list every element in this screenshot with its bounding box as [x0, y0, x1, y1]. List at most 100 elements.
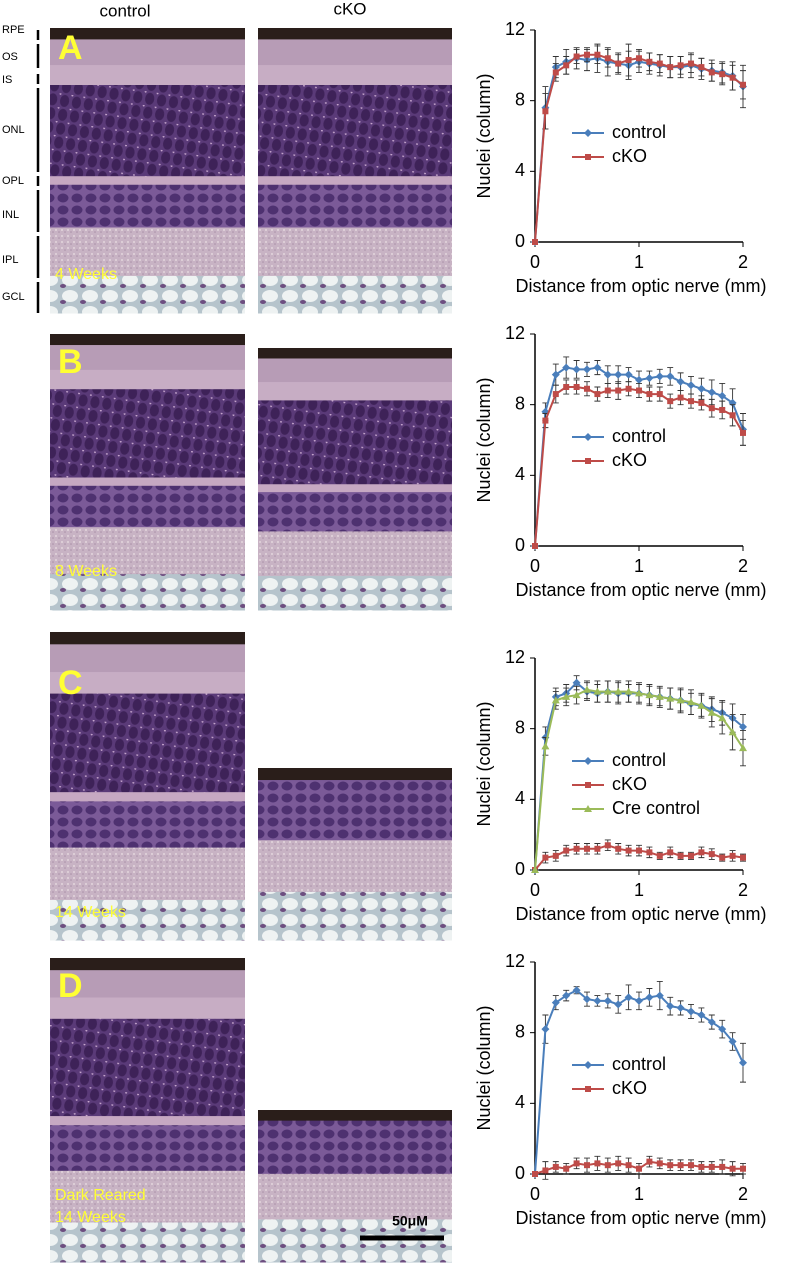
tissue-layer: [50, 1018, 245, 1117]
data-point: [688, 852, 694, 859]
data-point: [739, 1058, 747, 1067]
panel-letter: A: [58, 29, 83, 67]
x-tick-label: 2: [738, 1184, 748, 1204]
tissue-layer: [258, 484, 452, 493]
tissue-layer: [258, 492, 452, 532]
data-point: [697, 701, 706, 709]
data-point: [572, 678, 581, 687]
data-point: [614, 1000, 623, 1009]
y-axis-label: Nuclei (column): [474, 701, 494, 826]
data-point: [593, 996, 602, 1005]
layer-label: GCL: [2, 291, 25, 303]
y-tick-label: 12: [505, 951, 525, 971]
data-point: [635, 689, 643, 697]
data-point: [625, 847, 632, 854]
data-point: [562, 363, 571, 372]
legend-marker: [585, 782, 591, 788]
data-point: [698, 64, 705, 71]
data-point: [740, 81, 746, 88]
data-point: [614, 370, 623, 379]
column-label: control: [99, 1, 150, 20]
tissue-layer: [258, 1120, 452, 1175]
y-tick-label: 12: [505, 19, 525, 39]
data-point: [676, 1003, 685, 1012]
data-point: [625, 1162, 632, 1169]
data-point: [625, 385, 632, 392]
data-point: [646, 58, 653, 65]
data-point: [615, 845, 622, 852]
y-axis-label: Nuclei (column): [474, 377, 494, 502]
age-label: 14 Weeks: [55, 1209, 126, 1226]
data-point: [542, 854, 549, 861]
data-point: [698, 1163, 705, 1170]
tissue-layer: [50, 527, 245, 575]
y-tick-label: 0: [515, 1163, 525, 1183]
tissue-layer: [258, 348, 452, 359]
data-point: [614, 687, 623, 695]
y-tick-label: 0: [515, 859, 525, 879]
tissue-layer: [258, 768, 452, 781]
histology-images: [50, 28, 452, 1263]
data-point: [573, 384, 580, 390]
data-point: [667, 64, 674, 71]
tissue-layer: [50, 485, 245, 528]
x-tick-label: 0: [530, 556, 540, 576]
data-point: [573, 1160, 580, 1167]
legend-label: cKO: [612, 774, 647, 794]
legend-label: control: [612, 122, 666, 142]
y-tick-label: 4: [515, 788, 525, 808]
x-tick-label: 1: [634, 880, 644, 900]
tissue-layer: [258, 382, 452, 401]
y-tick-label: 12: [505, 323, 525, 343]
data-point: [729, 1165, 736, 1172]
data-point: [541, 1025, 550, 1034]
tissue-layer: [258, 65, 452, 86]
y-tick-label: 8: [515, 393, 525, 413]
data-point: [636, 847, 642, 854]
data-point: [603, 996, 612, 1005]
tissue-layer: [50, 847, 245, 901]
legend-label: cKO: [612, 450, 647, 470]
tissue-layer: [50, 184, 245, 228]
data-point: [635, 375, 643, 384]
tissue-layer: [258, 176, 452, 186]
data-point: [562, 991, 571, 1000]
data-point: [677, 852, 684, 859]
x-tick-label: 0: [530, 880, 540, 900]
tissue-layer: [258, 39, 452, 66]
tissue-layer: [50, 369, 245, 390]
data-point: [584, 51, 590, 58]
data-point: [666, 372, 675, 381]
y-tick-label: 0: [515, 231, 525, 251]
tissue-layer: [258, 400, 452, 485]
tissue-layer: [258, 358, 452, 383]
tissue-layer: [50, 997, 245, 1020]
y-axis-label: Nuclei (column): [474, 1005, 494, 1130]
legend-label: Cre control: [612, 798, 700, 818]
x-axis-label: Distance from optic nerve (mm): [515, 276, 766, 296]
data-point: [552, 391, 559, 398]
data-point: [593, 363, 602, 372]
data-point: [563, 62, 570, 69]
tissue-layer: [258, 227, 452, 277]
data-point: [604, 387, 611, 394]
tissue-layer: [50, 85, 245, 177]
data-point: [603, 687, 612, 695]
y-tick-label: 8: [515, 89, 525, 109]
data-point: [572, 365, 581, 374]
data-point: [531, 866, 539, 873]
data-point: [729, 412, 736, 419]
tissue-layer: [258, 891, 452, 941]
legend-label: control: [612, 750, 666, 770]
data-point: [688, 1162, 694, 1169]
data-point: [708, 405, 715, 412]
data-point: [563, 847, 570, 854]
data-point: [552, 852, 559, 859]
data-point: [677, 62, 684, 69]
data-point: [740, 429, 746, 436]
data-point: [645, 691, 654, 699]
tissue-layer: [50, 345, 245, 371]
y-tick-label: 12: [505, 647, 525, 667]
